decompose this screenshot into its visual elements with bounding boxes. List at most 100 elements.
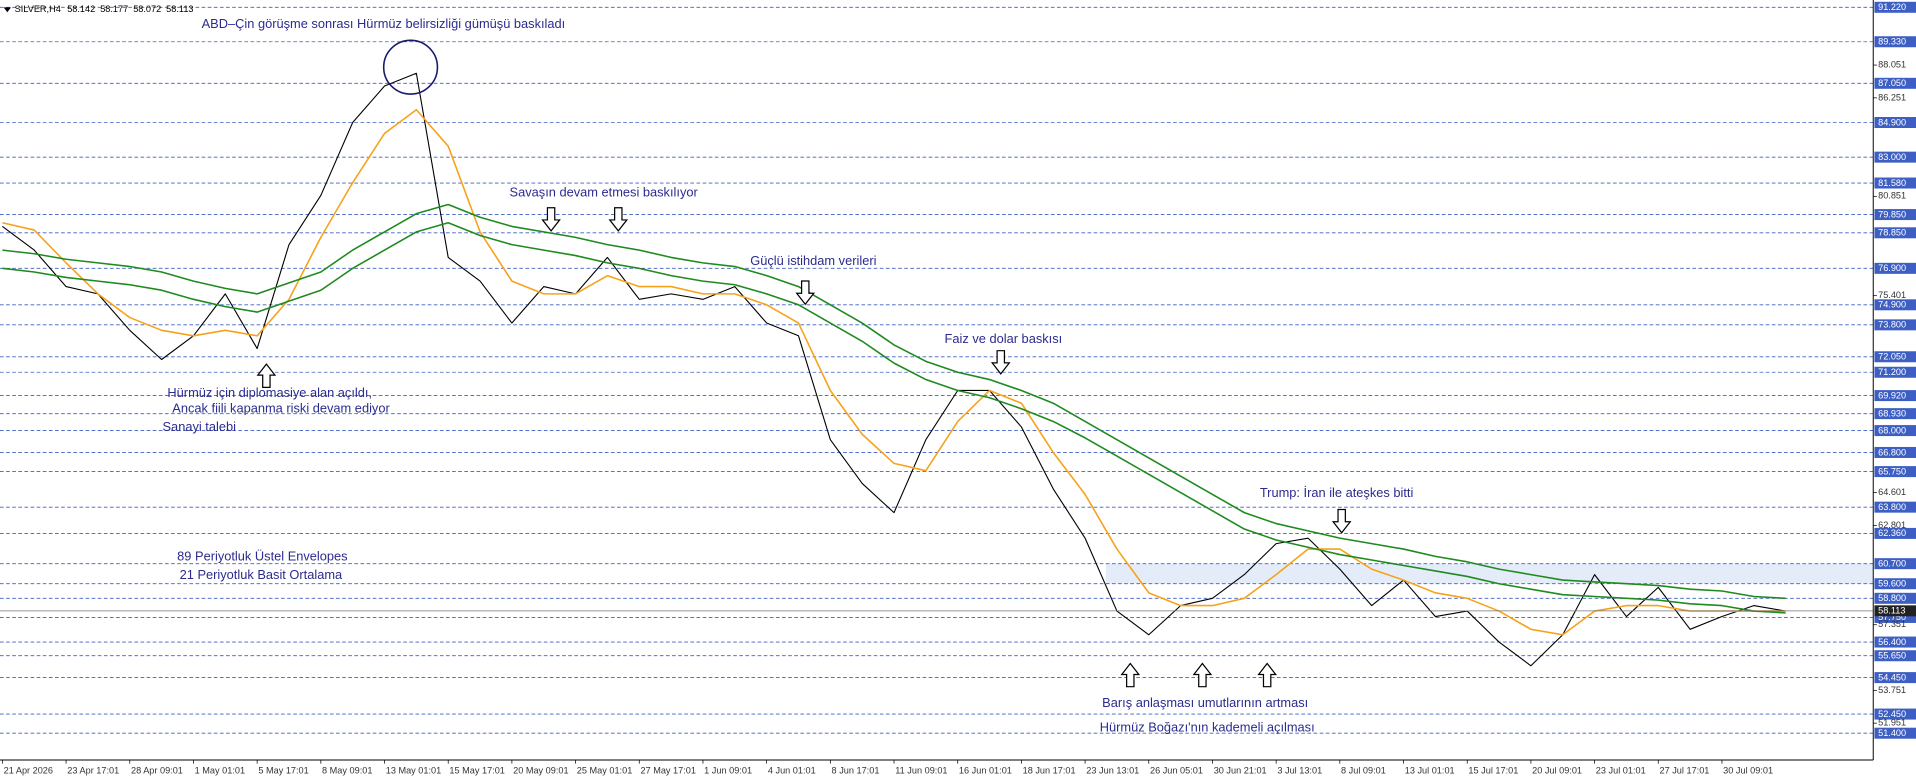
level-label-box xyxy=(1874,177,1916,189)
x-tick-label: 16 Jun 01:01 xyxy=(959,765,1012,775)
y-tick-label: 53.751 xyxy=(1878,685,1906,695)
level-label-box xyxy=(1874,262,1916,274)
series-line xyxy=(2,203,1786,600)
level-label: 66.800 xyxy=(1878,447,1906,457)
level-label-box xyxy=(1874,366,1916,378)
x-tick-label: 23 Jun 13:01 xyxy=(1086,765,1139,775)
series-line xyxy=(2,72,1786,667)
y-tick-label: 62.801 xyxy=(1878,520,1906,530)
ohlc-high: 58.177 xyxy=(100,4,128,14)
x-tick-label: 23 Jul 01:01 xyxy=(1596,765,1646,775)
y-tick-label: 51.951 xyxy=(1878,718,1906,728)
level-label: 58.800 xyxy=(1878,593,1906,603)
x-tick-label: 27 Jul 17:01 xyxy=(1660,765,1710,775)
level-label: 78.850 xyxy=(1878,228,1906,238)
level-label-box xyxy=(1874,708,1916,720)
annotation: Güçlü istihdam verileri xyxy=(750,253,876,268)
x-tick-label: 26 Jun 05:01 xyxy=(1150,765,1203,775)
annotation: Faiz ve dolar baskısı xyxy=(945,331,1063,346)
x-tick-label: 28 Apr 09:01 xyxy=(131,765,183,775)
y-tick-label: 86.251 xyxy=(1878,92,1906,102)
level-label: 57.750 xyxy=(1878,612,1906,622)
level-label-box xyxy=(1874,727,1916,739)
level-label: 76.900 xyxy=(1878,263,1906,273)
current-price-label: 58.113 xyxy=(1878,606,1905,616)
level-label-box xyxy=(1874,117,1916,129)
x-tick-label: 15 May 17:01 xyxy=(449,765,504,775)
y-tick-label: 64.601 xyxy=(1878,487,1906,497)
level-label-box xyxy=(1874,578,1916,590)
x-tick-label: 20 May 09:01 xyxy=(513,765,568,775)
level-label: 52.450 xyxy=(1878,709,1906,719)
x-tick-label: 5 May 17:01 xyxy=(258,765,308,775)
level-label-box xyxy=(1874,77,1916,89)
level-label-box xyxy=(1874,151,1916,163)
current-price-box xyxy=(1874,605,1916,617)
level-label-box xyxy=(1874,446,1916,458)
level-label: 54.450 xyxy=(1878,672,1906,682)
x-tick-label: 3 Jul 13:01 xyxy=(1277,765,1322,775)
x-tick-label: 18 Jun 17:01 xyxy=(1023,765,1076,775)
level-label-box xyxy=(1874,390,1916,402)
down-arrow xyxy=(608,207,629,232)
y-tick-label: 88.051 xyxy=(1878,59,1906,69)
level-label: 63.800 xyxy=(1878,502,1906,512)
level-label: 71.200 xyxy=(1878,367,1906,377)
series-line xyxy=(2,221,1786,614)
level-label-box xyxy=(1874,299,1916,311)
level-label-box xyxy=(1874,319,1916,331)
y-tick-label: 57.351 xyxy=(1878,619,1906,629)
x-tick-label: 8 May 09:01 xyxy=(322,765,372,775)
x-tick-label: 4 Jun 01:01 xyxy=(768,765,816,775)
level-label: 84.900 xyxy=(1878,117,1906,127)
level-label-box xyxy=(1874,425,1916,437)
level-label: 72.050 xyxy=(1878,352,1906,362)
annotation: Trump: İran ile ateşkes bitti xyxy=(1260,485,1414,500)
level-label: 60.700 xyxy=(1878,558,1906,568)
up-arrow xyxy=(1120,662,1141,688)
up-arrow xyxy=(1257,662,1277,688)
level-label-box xyxy=(1874,209,1916,221)
level-label: 91.220 xyxy=(1878,2,1906,12)
x-tick-label: 1 May 01:01 xyxy=(195,765,245,775)
x-tick-label: 30 Jun 21:01 xyxy=(1214,765,1267,775)
down-arrow xyxy=(990,350,1011,375)
y-tick-label: 75.401 xyxy=(1878,290,1906,300)
level-label: 73.800 xyxy=(1878,320,1906,330)
level-label: 69.920 xyxy=(1878,390,1906,400)
x-tick-label: 13 Jul 01:01 xyxy=(1405,765,1455,775)
level-label: 56.400 xyxy=(1878,637,1906,647)
down-arrow xyxy=(1331,508,1352,534)
level-label-box xyxy=(1874,592,1916,604)
x-tick-label: 21 Apr 2026 xyxy=(4,765,53,775)
level-label-box xyxy=(1874,527,1916,539)
level-label: 68.930 xyxy=(1878,408,1906,418)
level-label: 74.900 xyxy=(1878,300,1906,310)
annotation: Sanayi talebi xyxy=(163,419,236,434)
y-tick-label: 80.851 xyxy=(1878,191,1906,201)
ohlc-close: 58.113 xyxy=(166,4,193,14)
x-tick-label: 15 Jul 17:01 xyxy=(1468,765,1518,775)
annotation: Barış anlaşması umutlarının artması xyxy=(1102,695,1308,710)
level-label: 51.400 xyxy=(1878,728,1906,738)
level-label: 87.050 xyxy=(1878,78,1906,88)
x-tick-label: 27 May 17:01 xyxy=(640,765,695,775)
annotation: 21 Periyotluk Basit Ortalama xyxy=(180,567,343,582)
level-label: 83.000 xyxy=(1878,152,1906,162)
up-arrow xyxy=(256,363,277,388)
level-label-box xyxy=(1874,636,1916,648)
level-label: 59.600 xyxy=(1878,579,1906,589)
x-tick-label: 1 Jun 09:01 xyxy=(704,765,752,775)
level-label: 79.850 xyxy=(1878,209,1906,219)
level-label-box xyxy=(1874,501,1916,513)
arrows xyxy=(256,207,1352,688)
zone xyxy=(1105,563,1874,584)
x-tick-label: 20 Jul 09:01 xyxy=(1532,765,1582,775)
symbol: SILVER,H4 xyxy=(15,4,61,14)
level-label-box xyxy=(1874,36,1916,48)
annotation: Savaşın devam etmesi baskılıyor xyxy=(510,184,699,199)
header-icon xyxy=(3,7,11,13)
level-label: 55.650 xyxy=(1878,651,1906,661)
